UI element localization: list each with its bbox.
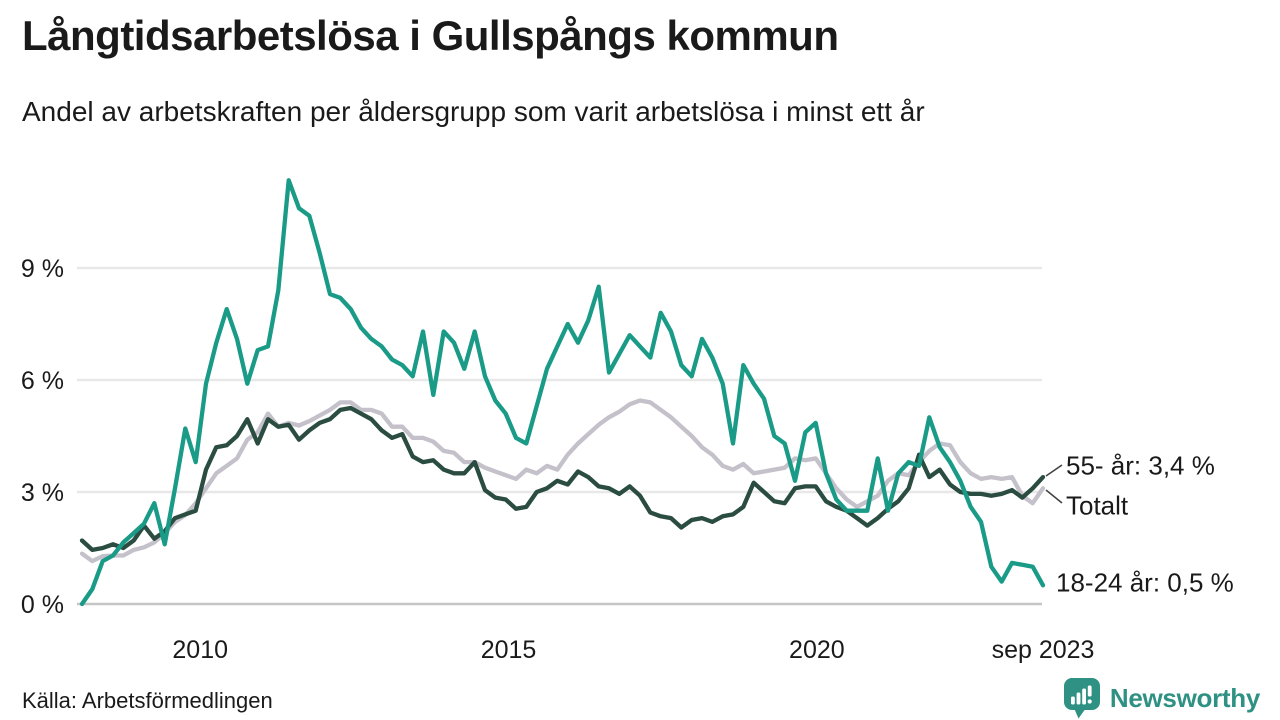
series-label-18-24-ar: 18-24 år: 0,5 %	[1056, 567, 1234, 598]
y-tick-label: 6 %	[21, 367, 64, 395]
x-tick-label: 2020	[789, 636, 845, 664]
x-tick-label: 2010	[172, 636, 228, 664]
series-line-18-24-r	[79, 178, 1046, 607]
x-tick-label: sep 2023	[992, 636, 1095, 664]
newsworthy-bubble-chart-icon	[1063, 678, 1100, 719]
series-label-55-ar: 55- år: 3,4 %	[1066, 450, 1215, 481]
page-title: Långtidsarbetslösa i Gullspångs kommun	[22, 12, 839, 59]
brand-wordmark: Newsworthy	[1109, 682, 1260, 713]
brand-logo: Newsworthy	[1062, 677, 1260, 719]
source-note: Källa: Arbetsförmedlingen	[22, 688, 273, 713]
series-line-55-r	[79, 405, 1046, 553]
x-tick-label: 2015	[481, 636, 537, 664]
y-tick-label: 3 %	[21, 479, 64, 507]
series-label-totalt: Totalt	[1066, 490, 1129, 521]
y-tick-label: 9 %	[21, 255, 64, 283]
annotation-leader-line	[1045, 489, 1063, 504]
page-subtitle: Andel av arbetskraften per åldersgrupp s…	[22, 96, 925, 127]
y-tick-label: 0 %	[21, 591, 64, 619]
annotation-leader-line	[1045, 464, 1063, 477]
